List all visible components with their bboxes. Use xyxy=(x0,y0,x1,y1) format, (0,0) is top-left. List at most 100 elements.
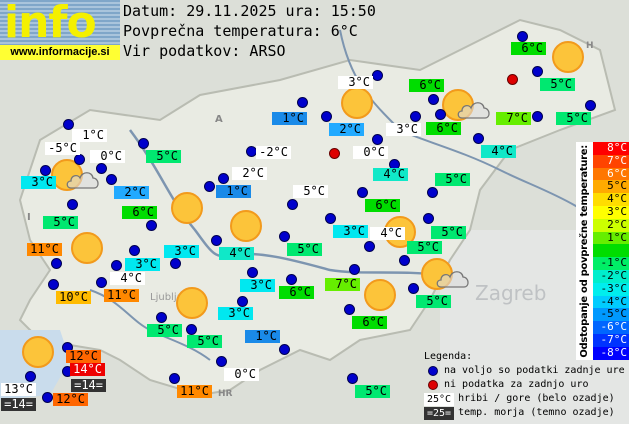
legend-sea: temp. morja (temno ozadje) xyxy=(458,407,615,418)
scale-step: -2°C xyxy=(593,269,629,283)
legend-sea-sample: =25= xyxy=(424,406,455,420)
station-dot[interactable] xyxy=(51,258,62,269)
temperature-label: 6°C xyxy=(409,79,444,92)
station-dot[interactable] xyxy=(364,241,375,252)
sun-icon xyxy=(341,87,373,119)
logo-url[interactable]: www.informacije.si xyxy=(0,45,120,60)
station-dot[interactable] xyxy=(96,163,107,174)
temperature-label: 3°C xyxy=(218,307,253,320)
temperature-label: 3°C xyxy=(386,123,421,136)
informacije-logo[interactable]: info www.informacije.si xyxy=(0,0,120,60)
temperature-label: 5°C xyxy=(187,335,222,348)
station-dot[interactable] xyxy=(517,31,528,42)
temperature-label: 4°C xyxy=(370,227,405,240)
station-dot[interactable] xyxy=(321,111,332,122)
scale-step: 3°C xyxy=(593,205,629,219)
station-dot[interactable] xyxy=(247,267,258,278)
temperature-label: 5°C xyxy=(431,226,466,239)
station-dot[interactable] xyxy=(325,213,336,224)
station-dot[interactable] xyxy=(473,133,484,144)
station-dot-no-data[interactable] xyxy=(507,74,518,85)
temperature-label: 3°C xyxy=(240,279,275,292)
station-dot[interactable] xyxy=(25,371,36,382)
sun-icon xyxy=(171,192,203,224)
temperature-label: =14= xyxy=(71,379,106,392)
temperature-label: 5°C xyxy=(146,150,181,163)
station-dot[interactable] xyxy=(349,264,360,275)
station-dot[interactable] xyxy=(435,109,446,120)
station-dot[interactable] xyxy=(111,260,122,271)
station-dot[interactable] xyxy=(146,220,157,231)
sun-icon xyxy=(71,232,103,264)
station-dot[interactable] xyxy=(532,111,543,122)
station-dot[interactable] xyxy=(427,187,438,198)
station-dot[interactable] xyxy=(423,213,434,224)
station-dot[interactable] xyxy=(40,165,51,176)
station-dot[interactable] xyxy=(42,392,53,403)
station-dot[interactable] xyxy=(408,283,419,294)
temperature-label: 5°C xyxy=(43,216,78,229)
temperature-label: 11°C xyxy=(177,385,212,398)
station-dot[interactable] xyxy=(216,356,227,367)
legend-mountain: hribi / gore (belo ozadje) xyxy=(458,393,615,404)
station-dot[interactable] xyxy=(428,94,439,105)
station-dot[interactable] xyxy=(96,277,107,288)
sun-icon xyxy=(230,210,262,242)
station-dot[interactable] xyxy=(297,97,308,108)
station-dot[interactable] xyxy=(156,312,167,323)
scale-step: 5°C xyxy=(593,180,629,194)
station-dot[interactable] xyxy=(169,373,180,384)
station-dot[interactable] xyxy=(129,245,140,256)
station-dot[interactable] xyxy=(67,199,78,210)
station-dot[interactable] xyxy=(286,274,297,285)
station-dot[interactable] xyxy=(170,258,181,269)
station-dot[interactable] xyxy=(372,134,383,145)
cloud-icon xyxy=(436,271,469,288)
scale-step: 1°C xyxy=(593,231,629,245)
station-dot[interactable] xyxy=(74,154,85,165)
legend-title: Legenda: xyxy=(424,351,473,362)
station-dot[interactable] xyxy=(399,255,410,266)
temperature-label: =14= xyxy=(1,398,36,411)
station-dot[interactable] xyxy=(532,66,543,77)
station-dot[interactable] xyxy=(585,100,596,111)
sun-icon xyxy=(22,336,54,368)
temperature-label: 5°C xyxy=(355,385,390,398)
temperature-label: 6°C xyxy=(426,122,461,135)
station-dot[interactable] xyxy=(279,344,290,355)
temperature-label: 5°C xyxy=(407,241,442,254)
station-dot[interactable] xyxy=(106,174,117,185)
scale-step: -7°C xyxy=(593,333,629,347)
station-dot[interactable] xyxy=(279,231,290,242)
station-dot[interactable] xyxy=(372,70,383,81)
station-dot[interactable] xyxy=(186,324,197,335)
station-dot[interactable] xyxy=(204,181,215,192)
station-dot-no-data[interactable] xyxy=(329,148,340,159)
station-dot[interactable] xyxy=(138,138,149,149)
temperature-label: 4°C xyxy=(219,247,254,260)
scale-step: -5°C xyxy=(593,308,629,322)
scale-step: -4°C xyxy=(593,295,629,309)
station-dot[interactable] xyxy=(48,279,59,290)
station-dot[interactable] xyxy=(63,119,74,130)
station-dot[interactable] xyxy=(218,173,229,184)
station-dot[interactable] xyxy=(347,373,358,384)
temperature-label: 5°C xyxy=(556,112,591,125)
station-dot[interactable] xyxy=(237,296,248,307)
temperature-label: 2°C xyxy=(232,167,267,180)
map-label-austria: A xyxy=(215,114,223,125)
station-dot[interactable] xyxy=(211,235,222,246)
temperature-label: 3°C xyxy=(164,245,199,258)
deviation-color-scale: 8°C 7°C 6°C 5°C 4°C 3°C 2°C 1°C -1°C -2°C -3°C -4°C… xyxy=(593,141,629,360)
temperature-label: -2°C xyxy=(256,146,291,159)
scale-step: -6°C xyxy=(593,320,629,334)
temperature-label: 4°C xyxy=(373,168,408,181)
temperature-label: 3°C xyxy=(333,225,368,238)
legend-mountain-sample: 25°C xyxy=(424,392,455,406)
station-dot[interactable] xyxy=(287,199,298,210)
station-dot[interactable] xyxy=(344,304,355,315)
station-dot[interactable] xyxy=(410,111,421,122)
station-dot[interactable] xyxy=(357,187,368,198)
temperature-label: 3°C xyxy=(125,258,160,271)
temperature-label: 5°C xyxy=(293,185,328,198)
